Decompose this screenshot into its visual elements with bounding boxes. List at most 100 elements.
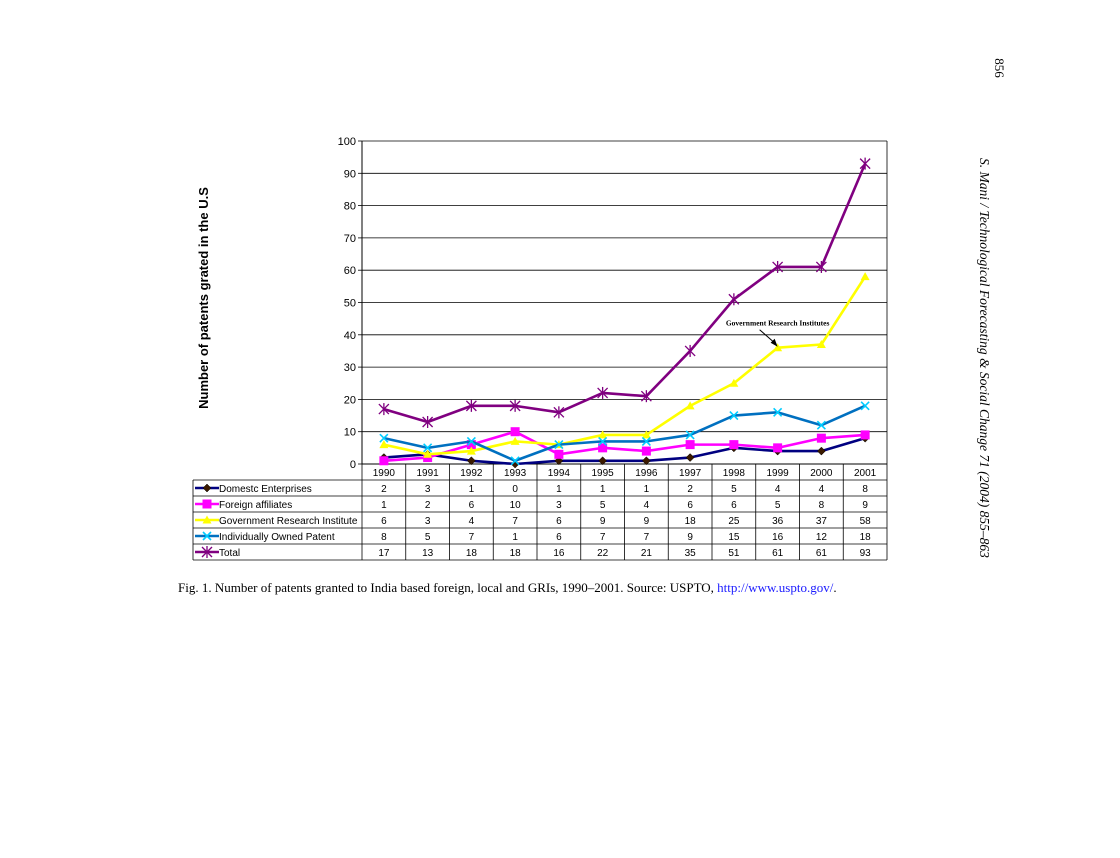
table-cell: 37 [816,516,828,527]
series-line [383,275,867,456]
data-point [773,407,783,417]
data-point [684,344,696,357]
table-cell: 6 [731,500,737,511]
data-point [772,260,784,273]
legend-label: Government Research Institute [219,516,358,527]
table-cell: 3 [425,516,431,527]
legend-label: Individually Owned Patent [219,532,335,543]
table-cell: 18 [510,548,522,559]
caption-text: Fig. 1. Number of patents granted to Ind… [178,580,718,595]
table-cell: 5 [731,484,737,495]
table-cell: 17 [378,548,390,559]
data-point [815,260,827,273]
legend-key-marker [202,515,212,524]
data-point [685,440,695,450]
legend-label: Total [219,548,240,559]
table-cell: 1 [600,484,606,495]
y-tick-label: 50 [344,298,356,310]
legend-key-marker [201,546,213,558]
x-tick-label: 1995 [592,468,615,479]
table-cell: 18 [860,532,872,543]
table-cell: 5 [425,532,431,543]
table-cell: 58 [860,516,872,527]
table-cell: 7 [644,532,650,543]
data-point [553,406,565,419]
data-point [598,436,608,446]
data-point [816,420,826,430]
data-point [728,293,740,306]
table-cell: 4 [469,516,475,527]
y-tick-label: 80 [344,201,356,213]
data-point [379,433,389,443]
table-cell: 3 [556,500,562,511]
x-tick-label: 1994 [548,468,571,479]
data-point [860,430,870,440]
data-point [423,443,433,453]
data-point [685,453,695,462]
table-cell: 3 [425,484,431,495]
y-tick-label: 20 [344,394,356,406]
data-point [817,446,826,456]
data-point [598,456,607,466]
y-tick-label: 100 [338,136,356,148]
data-point [729,440,739,450]
y-tick-label: 0 [350,459,356,471]
y-tick-label: 30 [344,362,356,374]
data-point [685,401,695,410]
data-point [466,446,476,455]
table-cell: 6 [687,500,693,511]
table-cell: 10 [510,500,522,511]
table-cell: 7 [469,532,475,543]
table-cell: 8 [381,532,387,543]
table-cell: 6 [381,516,387,527]
data-point [729,378,739,387]
table-cell: 18 [466,548,478,559]
data-point [510,427,520,437]
data-point [642,456,651,466]
annotation-arrowhead [770,338,778,347]
data-point [554,449,564,459]
data-point [423,449,433,458]
table-cell: 36 [772,516,784,527]
series-line [383,163,867,424]
table-cell: 9 [862,500,868,511]
caption-end: . [833,580,837,595]
data-point [860,401,870,411]
table-cell: 7 [512,516,518,527]
x-tick-label: 1998 [723,468,746,479]
data-point [641,446,651,456]
table-cell: 51 [728,548,740,559]
data-point [466,436,476,446]
legend-label: Domestc Enterprises [219,484,312,495]
figure-caption: Fig. 1. Number of patents granted to Ind… [178,580,938,596]
source-link[interactable]: http://www.uspto.gov/ [717,580,834,595]
annotation-label: Government Research Institutes [726,319,830,328]
x-tick-label: 2000 [810,468,833,479]
data-point [378,403,390,416]
table-cell: 8 [819,500,825,511]
table-cell: 25 [728,516,740,527]
table-cell: 6 [469,500,475,511]
x-tick-label: 1999 [767,468,790,479]
data-point [641,436,651,446]
table-cell: 61 [816,548,828,559]
table-cell: 9 [687,532,693,543]
table-cell: 93 [860,548,872,559]
y-tick-label: 40 [344,330,356,342]
table-cell: 2 [381,484,387,495]
legend-key-marker [202,499,212,509]
table-cell: 13 [422,548,434,559]
data-point [597,386,609,399]
y-tick-label: 90 [344,168,356,180]
legend-key-marker [202,531,212,541]
data-point [466,440,476,450]
table-cell: 1 [381,500,387,511]
table-cell: 6 [556,516,562,527]
table-cell: 16 [772,532,784,543]
x-tick-label: 1991 [417,468,440,479]
data-point [467,456,476,466]
series-line [383,436,866,466]
table-cell: 22 [597,548,609,559]
y-tick-label: 10 [344,427,356,439]
